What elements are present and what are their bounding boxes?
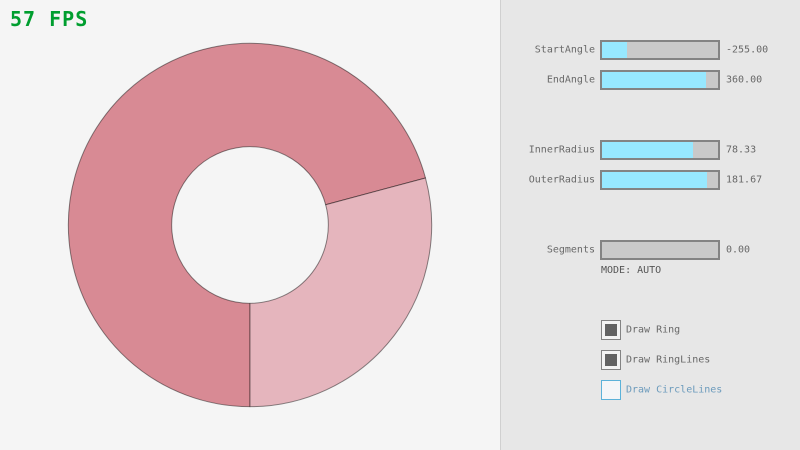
slider-row-segments: Segments 0.00 bbox=[501, 240, 800, 260]
innerradius-slider-fill bbox=[602, 142, 693, 158]
checkbox-row-draw-ring: Draw Ring bbox=[601, 320, 791, 340]
mode-label: MODE: AUTO bbox=[601, 265, 662, 276]
segments-value: 0.00 bbox=[726, 244, 751, 256]
innerradius-value: 78.33 bbox=[726, 144, 757, 156]
ring-sector-single bbox=[249, 177, 433, 408]
draw-ring-checkbox[interactable] bbox=[601, 320, 621, 340]
draw-ringlines-label: Draw RingLines bbox=[626, 354, 711, 366]
draw-circlelines-label: Draw CircleLines bbox=[626, 384, 723, 396]
draw-ring-label: Draw Ring bbox=[626, 324, 681, 336]
ring-chart bbox=[67, 42, 433, 408]
startangle-slider-fill bbox=[602, 42, 628, 58]
startangle-slider[interactable] bbox=[600, 40, 720, 60]
innerradius-slider[interactable] bbox=[600, 140, 720, 160]
endangle-value: 360.00 bbox=[726, 74, 763, 86]
outerradius-slider-fill bbox=[602, 172, 708, 188]
draw-ringlines-checkbox[interactable] bbox=[601, 350, 621, 370]
outerradius-slider[interactable] bbox=[600, 170, 720, 190]
fps-counter: 57 FPS bbox=[10, 7, 89, 31]
startangle-value: -255.00 bbox=[726, 44, 769, 56]
slider-row-startangle: StartAngle -255.00 bbox=[501, 40, 800, 60]
control-panel: StartAngle -255.00 EndAngle 360.00 Inner… bbox=[500, 0, 800, 450]
slider-row-outerradius: OuterRadius 181.67 bbox=[501, 170, 800, 190]
slider-row-innerradius: InnerRadius 78.33 bbox=[501, 140, 800, 160]
endangle-slider-fill bbox=[602, 72, 707, 88]
endangle-slider[interactable] bbox=[600, 70, 720, 90]
checkbox-row-draw-circlelines: Draw CircleLines bbox=[601, 380, 791, 400]
startangle-label: StartAngle bbox=[534, 44, 595, 56]
segments-label: Segments bbox=[546, 244, 595, 256]
innerradius-label: InnerRadius bbox=[528, 144, 595, 156]
slider-row-endangle: EndAngle 360.00 bbox=[501, 70, 800, 90]
outerradius-label: OuterRadius bbox=[528, 174, 595, 186]
draw-circlelines-checkbox[interactable] bbox=[601, 380, 621, 400]
segments-slider[interactable] bbox=[600, 240, 720, 260]
ring-sector-overlap bbox=[67, 42, 427, 408]
checkbox-row-draw-ringlines: Draw RingLines bbox=[601, 350, 791, 370]
endangle-label: EndAngle bbox=[546, 74, 595, 86]
outerradius-value: 181.67 bbox=[726, 174, 763, 186]
